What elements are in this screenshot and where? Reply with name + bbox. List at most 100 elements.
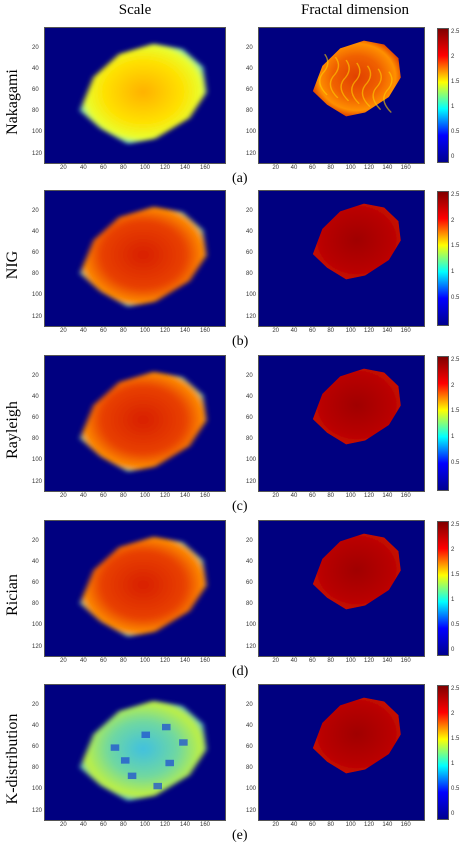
y-tick-label: 120 [246, 150, 257, 157]
x-tick-label: 60 [100, 328, 107, 334]
x-tick-label: 40 [290, 328, 298, 334]
y-tick-label: 100 [32, 457, 43, 464]
colorbar-tick-label: 1 [451, 104, 455, 110]
x-tick-label: 60 [309, 493, 316, 499]
x-tick-label: 20 [60, 328, 67, 334]
colorbar-tick-label: 0 [451, 811, 455, 817]
x-tick-label: 160 [400, 165, 411, 171]
row-label: Rayleigh [0, 355, 26, 505]
colorbar-tick-label: 1.5 [451, 243, 460, 250]
colorbar-tick-label: 0.5 [451, 129, 460, 135]
colorbar [437, 685, 449, 820]
y-tick-label: 80 [32, 436, 39, 443]
y-tick-label: 20 [32, 702, 39, 709]
colorbar-tick-label: 1 [451, 761, 455, 767]
colorbar-tick-label: 1 [451, 433, 455, 440]
x-tick-label: 40 [290, 658, 298, 664]
row-label: Nakagami [0, 27, 26, 177]
colorbar-tick-label: 1.5 [451, 408, 460, 415]
row-label: NIG [0, 190, 26, 340]
figure-row: Rayleigh 20 40 60 80 100 120 140 160 20 40 60 80 100 1… [0, 355, 463, 521]
x-tick-label: 120 [364, 328, 375, 334]
y-tick-label: 120 [32, 807, 43, 814]
x-tick-label: 60 [100, 165, 107, 171]
y-tick-label: 100 [246, 129, 257, 136]
x-tick-label: 40 [80, 165, 87, 171]
y-tick-label: 100 [32, 292, 43, 299]
colorbar-tick-label: 2.5 [451, 522, 460, 528]
colorbar-tick-label: 0 [451, 154, 455, 160]
colorbar-tick-label: 2 [451, 547, 455, 553]
y-tick-label: 40 [32, 66, 39, 73]
row-label: Rician [0, 520, 26, 670]
row-label: K-distribution [0, 684, 26, 834]
y-tick-label: 80 [246, 271, 253, 278]
y-tick-label: 80 [246, 765, 253, 772]
scale-image-plot [44, 27, 226, 164]
x-tick-label: 140 [382, 165, 393, 171]
scale-image-plot [44, 684, 226, 821]
y-tick-label: 20 [32, 373, 39, 380]
x-tick-label: 120 [364, 165, 375, 171]
x-tick-label: 160 [400, 328, 411, 334]
x-tick-label: 60 [309, 822, 316, 828]
x-tick-label: 80 [327, 493, 335, 499]
x-tick-label: 80 [120, 165, 127, 171]
y-tick-label: 40 [246, 559, 253, 566]
y-tick-label: 120 [32, 150, 43, 157]
x-tick-label: 140 [180, 493, 191, 499]
colorbar-tick-label: 0.5 [451, 786, 460, 792]
y-tick-label: 100 [246, 292, 257, 299]
x-tick-label: 80 [327, 822, 335, 828]
y-tick-label: 120 [32, 313, 43, 320]
figure-row: NIG 20 40 60 80 100 120 140 160 20 40 60 80 100 120 20 4… [0, 190, 463, 356]
colorbar-tick-label: 0.5 [451, 622, 460, 628]
x-tick-label: 160 [400, 493, 411, 499]
x-tick-label: 100 [140, 165, 151, 171]
colorbar-tick-label: 2 [451, 54, 455, 60]
x-tick-label: 100 [345, 165, 356, 171]
colorbar-tick-label: 2 [451, 382, 455, 389]
x-tick-label: 140 [382, 822, 393, 828]
x-tick-label: 100 [345, 822, 356, 828]
x-tick-label: 120 [160, 328, 171, 334]
x-tick-label: 40 [80, 328, 87, 334]
x-tick-label: 40 [290, 822, 298, 828]
y-tick-label: 120 [32, 478, 43, 485]
x-tick-label: 160 [200, 822, 211, 828]
colorbar-tick-label: 2.5 [451, 192, 460, 198]
fractal-image-plot [258, 27, 425, 164]
subfigure-label: (b) [232, 334, 249, 349]
x-tick-label: 140 [382, 328, 393, 334]
y-tick-label: 60 [32, 87, 39, 94]
colorbar-tick-label: 2.5 [451, 686, 460, 692]
colorbar-tick-label: 1 [451, 597, 455, 603]
figure-row: Nakagami 20 40 60 80 100 120 140 160 20 40 60 80 100 1… [0, 27, 463, 193]
column-title-fractal: Fractal dimension [301, 2, 409, 18]
x-tick-label: 140 [382, 658, 393, 664]
x-tick-label: 20 [272, 328, 280, 334]
x-tick-label: 120 [160, 658, 171, 664]
y-tick-label: 120 [246, 643, 257, 650]
y-tick-label: 40 [32, 723, 39, 730]
scale-image-plot [44, 520, 226, 657]
x-tick-label: 20 [272, 165, 280, 171]
x-tick-label: 100 [140, 822, 151, 828]
y-tick-label: 20 [246, 208, 253, 215]
y-tick-label: 20 [246, 373, 253, 380]
y-tick-label: 40 [32, 394, 39, 401]
y-tick-label: 80 [246, 436, 253, 443]
colorbar-tick-label: 2.5 [451, 357, 460, 363]
x-tick-label: 40 [290, 493, 298, 499]
x-tick-label: 160 [400, 822, 411, 828]
x-tick-label: 100 [140, 328, 151, 334]
x-tick-label: 80 [120, 822, 127, 828]
scale-image-plot [44, 190, 226, 327]
y-tick-label: 100 [32, 622, 43, 629]
fractal-image-plot [258, 355, 425, 492]
colorbar-tick-label: 2.5 [451, 29, 460, 35]
x-tick-label: 160 [200, 493, 211, 499]
y-tick-label: 100 [32, 129, 43, 136]
row-label-text: Rayleigh [4, 401, 21, 459]
x-tick-label: 80 [327, 328, 335, 334]
